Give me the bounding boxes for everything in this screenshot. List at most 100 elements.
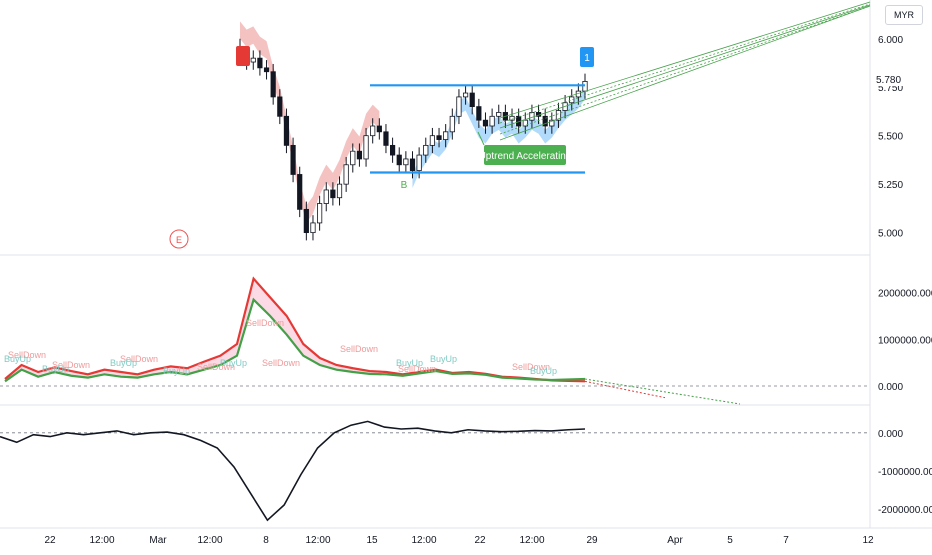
buy-up-label: BuyUp [430,354,457,364]
candle-body [376,125,382,133]
candle-body [469,92,475,108]
candle-body [317,203,323,224]
candle-body [277,96,283,117]
currency-badge[interactable]: MYR [885,5,923,25]
buy-up-label: BuyUp [220,358,247,368]
time-tick-label: 12:00 [305,535,330,546]
candle-body [456,96,462,117]
time-tick-label: 29 [586,535,598,546]
candle-body [257,57,263,69]
candle-body [350,150,356,166]
flow-projection-sell [584,380,666,399]
time-tick-label: 15 [366,535,378,546]
buy-up-label: BuyUp [163,366,190,376]
trend-fan-line [499,1,871,119]
time-tick-label: 12:00 [519,535,544,546]
candle-body [389,144,396,156]
sell-down-label: SellDown [512,362,550,372]
sell-down-label: SellDown [398,364,436,374]
buy-up-label: BuyUp [110,358,137,368]
price-tick-label: 5.500 [878,132,903,143]
buy-up-label: BuyUp [396,358,423,368]
osc-tick-label: -1000000.000 [878,467,932,478]
flow-tick-label: 1000000.000 [878,335,932,346]
osc-tick-label: -2000000.000 [878,505,932,516]
candle-body [542,115,548,127]
time-tick-label: 7 [783,535,789,546]
uptrend-label-box [484,145,566,165]
price-tick-label: 6.000 [878,35,903,46]
candle-body [336,183,343,199]
flow-tick-label: 0.000 [878,382,903,393]
time-tick-label: 22 [44,535,56,546]
trend-fan-line [499,3,871,124]
marker-1: 1 [584,53,590,64]
candle-body [429,135,436,146]
candle-body [323,189,329,204]
candle-body [370,125,376,137]
candle-body [263,67,270,73]
candle-body [356,150,363,160]
candle-body [250,57,256,63]
sell-down-label: SellDown [246,318,284,328]
sell-down-label: SellDown [262,358,300,368]
last-price-label: 5.780 [874,75,904,86]
time-tick-label: 5 [727,535,733,546]
candle-body [297,174,303,210]
trend-fan-line [499,5,871,141]
candle-body [343,164,349,185]
candle-body [529,112,535,121]
candle-body [476,106,482,121]
candle-body [569,96,575,104]
sell-down-label: SellDown [197,362,235,372]
flow-tick-label: 2000000.000 [878,289,932,300]
time-tick-label: 12:00 [197,535,222,546]
candle-body [549,119,555,127]
candle-body [363,135,369,160]
candle-body [290,144,296,175]
candle-body [423,144,429,156]
buy-up-label: BuyUp [4,354,31,364]
candle-body [416,154,422,171]
candle-body [270,71,276,98]
candle-body [396,154,402,166]
signal-flag [580,47,594,67]
trend-fan-line [499,5,871,135]
time-tick-label: 12:00 [411,535,436,546]
sell-down-label: SellDown [52,360,90,370]
price-tick-label: 5.000 [878,229,903,240]
uptrend-pointer [477,131,485,146]
uptrend-label: Uptrend Accelerating [479,151,572,162]
candle-body [383,131,389,146]
candle-body [522,119,528,127]
sell-down-label: SellDown [8,350,46,360]
candle-body [403,158,409,166]
time-tick-label: 12 [862,535,874,546]
flow-projection-buy [584,378,741,405]
candle-body [555,110,562,121]
sell-down-label: SellDown [120,354,158,364]
candle-body [509,115,515,121]
candle-body [310,222,316,234]
candle-body [303,208,309,234]
buy-up-label: BuyUp [42,364,69,374]
sell-flag [236,46,250,66]
bearish-ribbon [240,21,380,223]
marker-e: E [176,235,182,245]
candle-body [436,135,442,140]
candle-body [330,189,336,199]
candle-body [449,115,455,133]
time-tick-label: Mar [149,535,167,546]
candle-body [489,115,495,127]
flow-series-buy [4,297,586,383]
sell-down-label: SellDown [340,344,378,354]
marker-b: B [401,180,408,191]
price-tick-label: 5.750 [878,83,903,94]
time-tick-label: Apr [667,535,683,546]
candle-body [443,131,449,140]
price-tick-label: 5.250 [878,180,903,191]
marker-e-circle [169,229,189,249]
time-tick-label: 12:00 [89,535,114,546]
bullish-ribbon [412,85,585,189]
